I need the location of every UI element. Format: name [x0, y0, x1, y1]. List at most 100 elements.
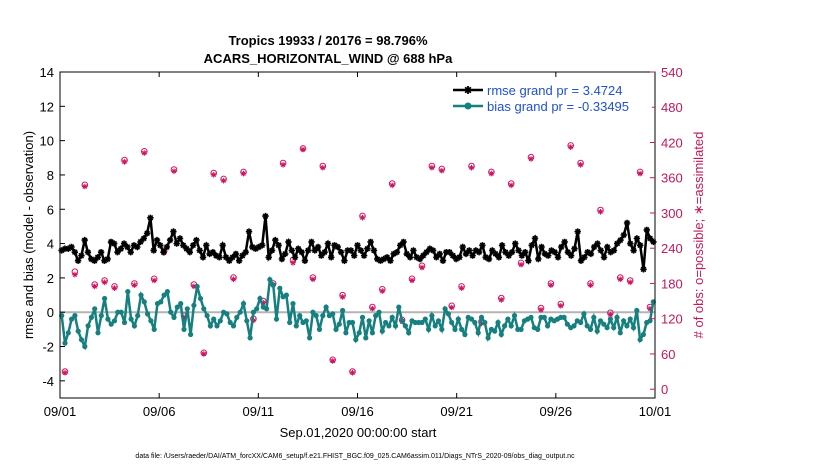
- x-axis: 09/01 09/06 09/11 09/16 09/21 09/26 10/01: [44, 72, 671, 419]
- y-right-tick-label: 180: [661, 276, 683, 291]
- bias-point: [564, 321, 571, 327]
- rmse-point: [189, 242, 197, 249]
- rmse-point: [71, 249, 78, 256]
- rmse-point: [84, 249, 92, 256]
- obs-assimilated-marker: [538, 307, 544, 313]
- bias-point: [340, 307, 346, 314]
- y-left-tick-label: 0: [47, 305, 54, 320]
- rmse-point: [429, 247, 437, 254]
- rmse-point: [426, 245, 433, 252]
- rmse-point: [449, 252, 456, 259]
- bias-point: [135, 313, 141, 319]
- rmse-point: [150, 247, 157, 254]
- bias-point: [584, 323, 590, 329]
- bias-point: [363, 335, 369, 341]
- obs-assimilated-marker: [419, 264, 425, 271]
- rmse-point: [436, 250, 443, 258]
- rmse-point: [249, 243, 256, 251]
- rmse-point: [337, 249, 345, 256]
- bias-point: [475, 330, 481, 336]
- rmse-point: [548, 247, 555, 254]
- bias-point: [310, 309, 316, 315]
- bias-point: [293, 323, 299, 329]
- obs-assimilated-marker: [369, 305, 376, 312]
- rmse-point: [173, 240, 180, 247]
- rmse-point: [65, 245, 72, 252]
- y-right-tick-label: 120: [661, 312, 683, 327]
- rmse-series: [58, 212, 657, 273]
- rmse-point: [163, 243, 170, 251]
- rmse-point: [219, 242, 226, 249]
- rmse-point: [288, 247, 295, 254]
- bias-point: [105, 316, 111, 322]
- rmse-point: [282, 250, 289, 258]
- bias-point: [214, 323, 220, 329]
- rmse-point: [472, 247, 479, 254]
- obs-assimilated-marker: [607, 311, 614, 318]
- rmse-point: [134, 243, 141, 251]
- bias-point: [614, 314, 620, 320]
- bias-point: [439, 326, 445, 332]
- obs-assimilated-marker: [627, 279, 633, 286]
- bias-point: [373, 313, 379, 319]
- rmse-point: [324, 240, 332, 247]
- rmse-point: [617, 236, 624, 244]
- bias-point: [148, 318, 154, 324]
- rmse-point: [262, 212, 269, 220]
- rmse-point: [114, 249, 121, 256]
- rmse-point: [406, 254, 414, 261]
- rmse-point: [403, 250, 410, 258]
- obs-assimilated-marker: [141, 150, 148, 156]
- obs-assimilated-marker: [597, 209, 604, 215]
- bias-point: [392, 323, 399, 329]
- y-left-tick-label: 8: [47, 168, 54, 183]
- rmse-point: [505, 252, 512, 259]
- obs-assimilated-marker: [528, 156, 534, 162]
- obs-assimilated-marker: [131, 282, 138, 288]
- rmse-point: [387, 257, 394, 264]
- obs-assimilated-marker: [151, 277, 157, 284]
- rmse-point: [130, 242, 138, 249]
- rmse-point: [604, 243, 611, 251]
- bias-point: [273, 316, 280, 322]
- rmse-point: [153, 236, 161, 244]
- bias-point: [194, 283, 200, 290]
- bias-point: [349, 319, 356, 326]
- rmse-point: [203, 242, 210, 249]
- rmse-point: [551, 249, 558, 256]
- bias-point: [508, 323, 514, 329]
- rmse-point: [268, 247, 276, 254]
- rmse-point: [308, 238, 315, 246]
- bias-point: [237, 309, 243, 315]
- bias-point: [307, 335, 313, 341]
- bias-point: [343, 330, 349, 336]
- y-left-tick-label: 2: [47, 271, 54, 286]
- bias-point: [201, 306, 207, 312]
- bias-point: [366, 318, 372, 324]
- rmse-point: [637, 242, 644, 249]
- bias-point: [188, 331, 194, 338]
- obs-assimilated-marker: [498, 297, 505, 303]
- obs-assimilated-marker: [72, 271, 78, 278]
- bias-point: [62, 340, 68, 346]
- rmse-point: [291, 254, 299, 261]
- bias-point: [277, 285, 283, 291]
- bias-point: [386, 323, 392, 329]
- rmse-point: [512, 240, 519, 247]
- bias-point: [158, 299, 164, 305]
- rmse-point: [97, 249, 105, 256]
- obs-assimilated-marker: [448, 304, 455, 311]
- bias-point: [528, 314, 534, 320]
- rmse-point: [206, 250, 213, 258]
- obs-assimilated-marker: [647, 305, 653, 312]
- bias-point: [376, 309, 382, 315]
- rmse-point: [176, 235, 184, 242]
- rmse-point: [314, 243, 322, 251]
- y-right-tick-label: 240: [661, 241, 683, 256]
- bias-point: [482, 319, 488, 326]
- rmse-point: [328, 254, 335, 261]
- rmse-point: [101, 257, 108, 264]
- rmse-point: [581, 254, 588, 261]
- rmse-point: [298, 249, 305, 256]
- bias-point: [492, 328, 498, 334]
